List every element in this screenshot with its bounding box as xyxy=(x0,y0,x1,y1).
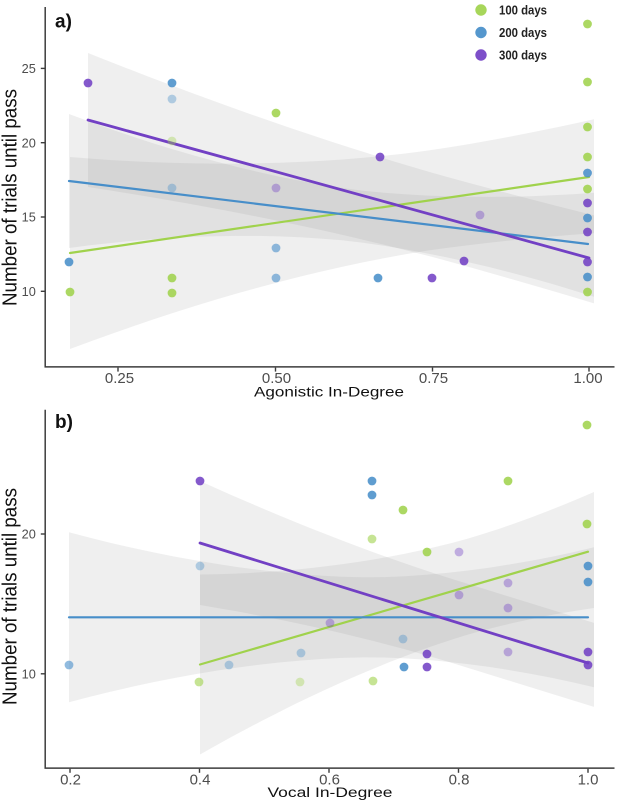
svg-text:0.4: 0.4 xyxy=(190,772,211,789)
svg-text:Vocal In-Degree: Vocal In-Degree xyxy=(268,785,393,800)
svg-text:300 days: 300 days xyxy=(499,49,547,63)
svg-text:15: 15 xyxy=(22,210,36,225)
svg-text:10: 10 xyxy=(22,666,36,681)
svg-text:10: 10 xyxy=(22,284,36,299)
svg-text:20: 20 xyxy=(22,527,36,542)
svg-text:0.8: 0.8 xyxy=(449,772,470,789)
svg-text:100 days: 100 days xyxy=(499,4,547,18)
svg-text:Number of trials until pass: Number of trials until pass xyxy=(0,89,22,306)
svg-text:0.6: 0.6 xyxy=(319,772,340,789)
svg-text:1.0: 1.0 xyxy=(578,772,599,789)
svg-text:b): b) xyxy=(55,412,73,433)
svg-text:Number of trials until pass: Number of trials until pass xyxy=(0,488,22,705)
svg-text:0.50: 0.50 xyxy=(262,370,291,387)
svg-text:0.75: 0.75 xyxy=(419,370,448,387)
svg-text:a): a) xyxy=(55,12,72,33)
svg-text:20: 20 xyxy=(22,135,36,150)
svg-text:0.25: 0.25 xyxy=(105,370,134,387)
svg-text:0.2: 0.2 xyxy=(60,772,81,789)
svg-text:25: 25 xyxy=(22,61,36,76)
svg-text:200 days: 200 days xyxy=(499,26,547,40)
svg-text:1.00: 1.00 xyxy=(573,370,602,387)
svg-text:Agonistic In-Degree: Agonistic In-Degree xyxy=(254,385,404,400)
